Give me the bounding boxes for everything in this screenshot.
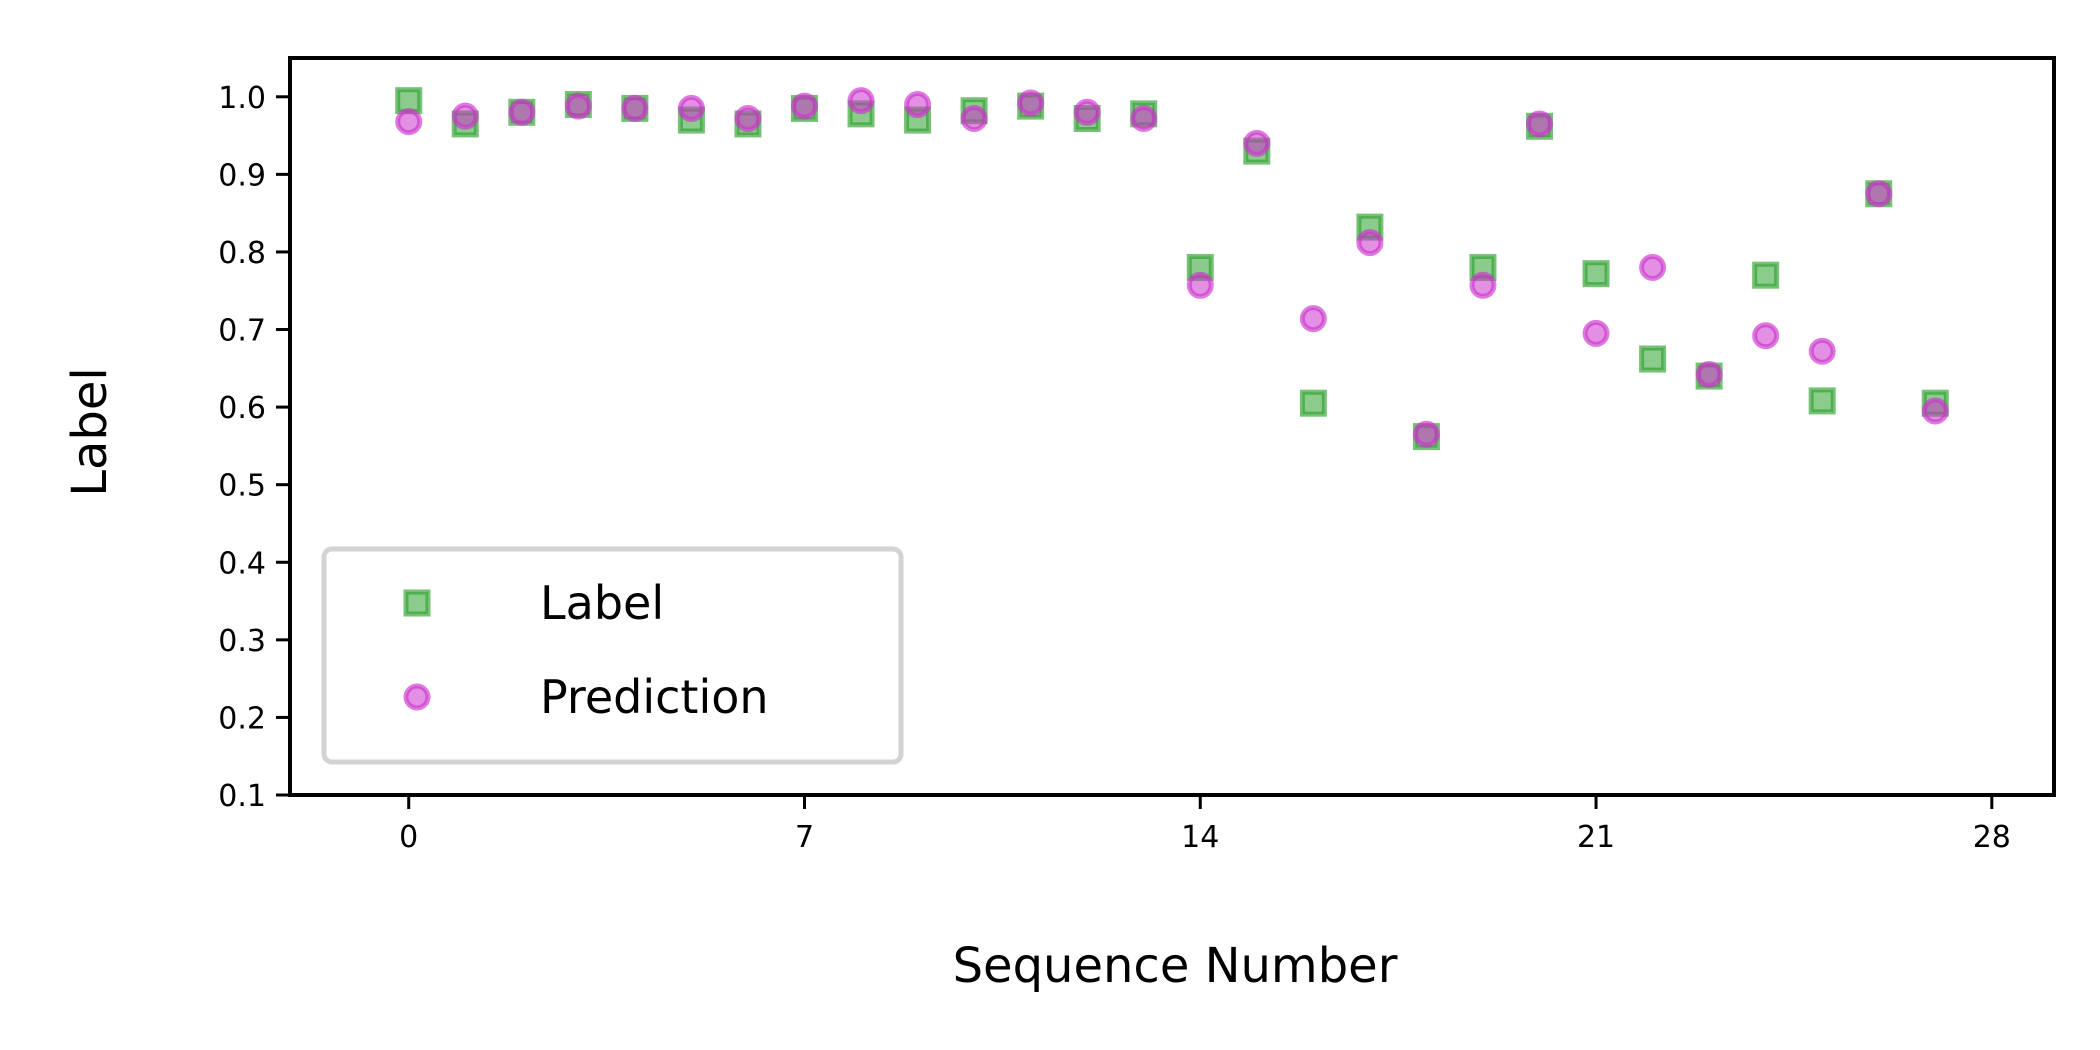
prediction-point xyxy=(1695,361,1723,389)
prediction-point xyxy=(1752,322,1780,350)
y-tick-label: 0.5 xyxy=(218,469,266,504)
y-tick-label: 1.0 xyxy=(218,81,266,116)
label-point xyxy=(1582,260,1610,288)
prediction-point xyxy=(621,94,649,122)
label-point xyxy=(1808,387,1836,415)
x-tick-label: 0 xyxy=(399,820,418,855)
y-axis-label: Label xyxy=(62,367,118,497)
prediction-point xyxy=(1639,253,1667,281)
prediction-point xyxy=(1243,129,1271,157)
prediction-point xyxy=(508,98,536,126)
prediction-point xyxy=(1186,271,1214,299)
prediction-point xyxy=(1073,98,1101,126)
prediction-point xyxy=(791,92,818,120)
y-tick-label: 0.4 xyxy=(218,546,266,581)
legend-box xyxy=(321,546,904,765)
legend-label-prediction: Prediction xyxy=(540,670,769,724)
prediction-point xyxy=(960,105,988,133)
prediction-point xyxy=(677,94,705,122)
x-tick-label: 7 xyxy=(795,820,814,855)
prediction-point xyxy=(847,87,875,115)
x-tick-label: 14 xyxy=(1181,820,1219,855)
prediction-point xyxy=(1130,105,1158,133)
prediction-point xyxy=(1808,337,1836,365)
y-tick-label: 0.9 xyxy=(218,158,266,193)
axes-frame xyxy=(288,56,2056,797)
y-tick-label: 0.3 xyxy=(218,624,266,659)
prediction-point xyxy=(1921,397,1949,425)
x-axis-label: Sequence Number xyxy=(953,938,1398,994)
prediction-point xyxy=(904,91,932,119)
y-tick-label: 0.1 xyxy=(218,779,266,814)
x-tick-label: 28 xyxy=(1973,820,2011,855)
y-tick-label: 0.8 xyxy=(218,236,266,271)
prediction-point xyxy=(1469,271,1497,299)
prediction-point xyxy=(1582,319,1610,347)
label-point xyxy=(1299,389,1327,417)
y-tick-label: 0.2 xyxy=(218,701,266,736)
prediction-point xyxy=(1356,229,1384,257)
series-prediction xyxy=(395,87,1949,448)
y-tick-label: 0.6 xyxy=(218,391,266,426)
prediction-point xyxy=(451,102,479,130)
series-label xyxy=(395,87,1949,451)
x-tick-label: 21 xyxy=(1577,820,1615,855)
legend-marker-prediction xyxy=(403,683,431,711)
prediction-point xyxy=(1526,110,1553,138)
x-axis-ticks: 0 7 14 21 28 xyxy=(399,795,2011,855)
prediction-point xyxy=(1865,180,1893,208)
legend: Label Prediction xyxy=(321,546,904,765)
plot-area xyxy=(288,56,2056,797)
prediction-point xyxy=(1412,420,1440,448)
prediction-point xyxy=(1017,89,1045,117)
legend-label-label: Label xyxy=(540,576,664,630)
label-point xyxy=(1639,345,1667,373)
prediction-point xyxy=(395,108,423,136)
legend-marker-label xyxy=(403,589,431,617)
label-point xyxy=(1752,261,1780,289)
prediction-point xyxy=(564,92,592,120)
prediction-point xyxy=(734,105,762,133)
prediction-point xyxy=(1299,305,1327,333)
y-axis-ticks: 0.1 0.2 0.3 0.4 0.5 0.6 0.7 0.8 0.9 1.0 xyxy=(218,81,290,814)
y-tick-label: 0.7 xyxy=(218,314,266,349)
